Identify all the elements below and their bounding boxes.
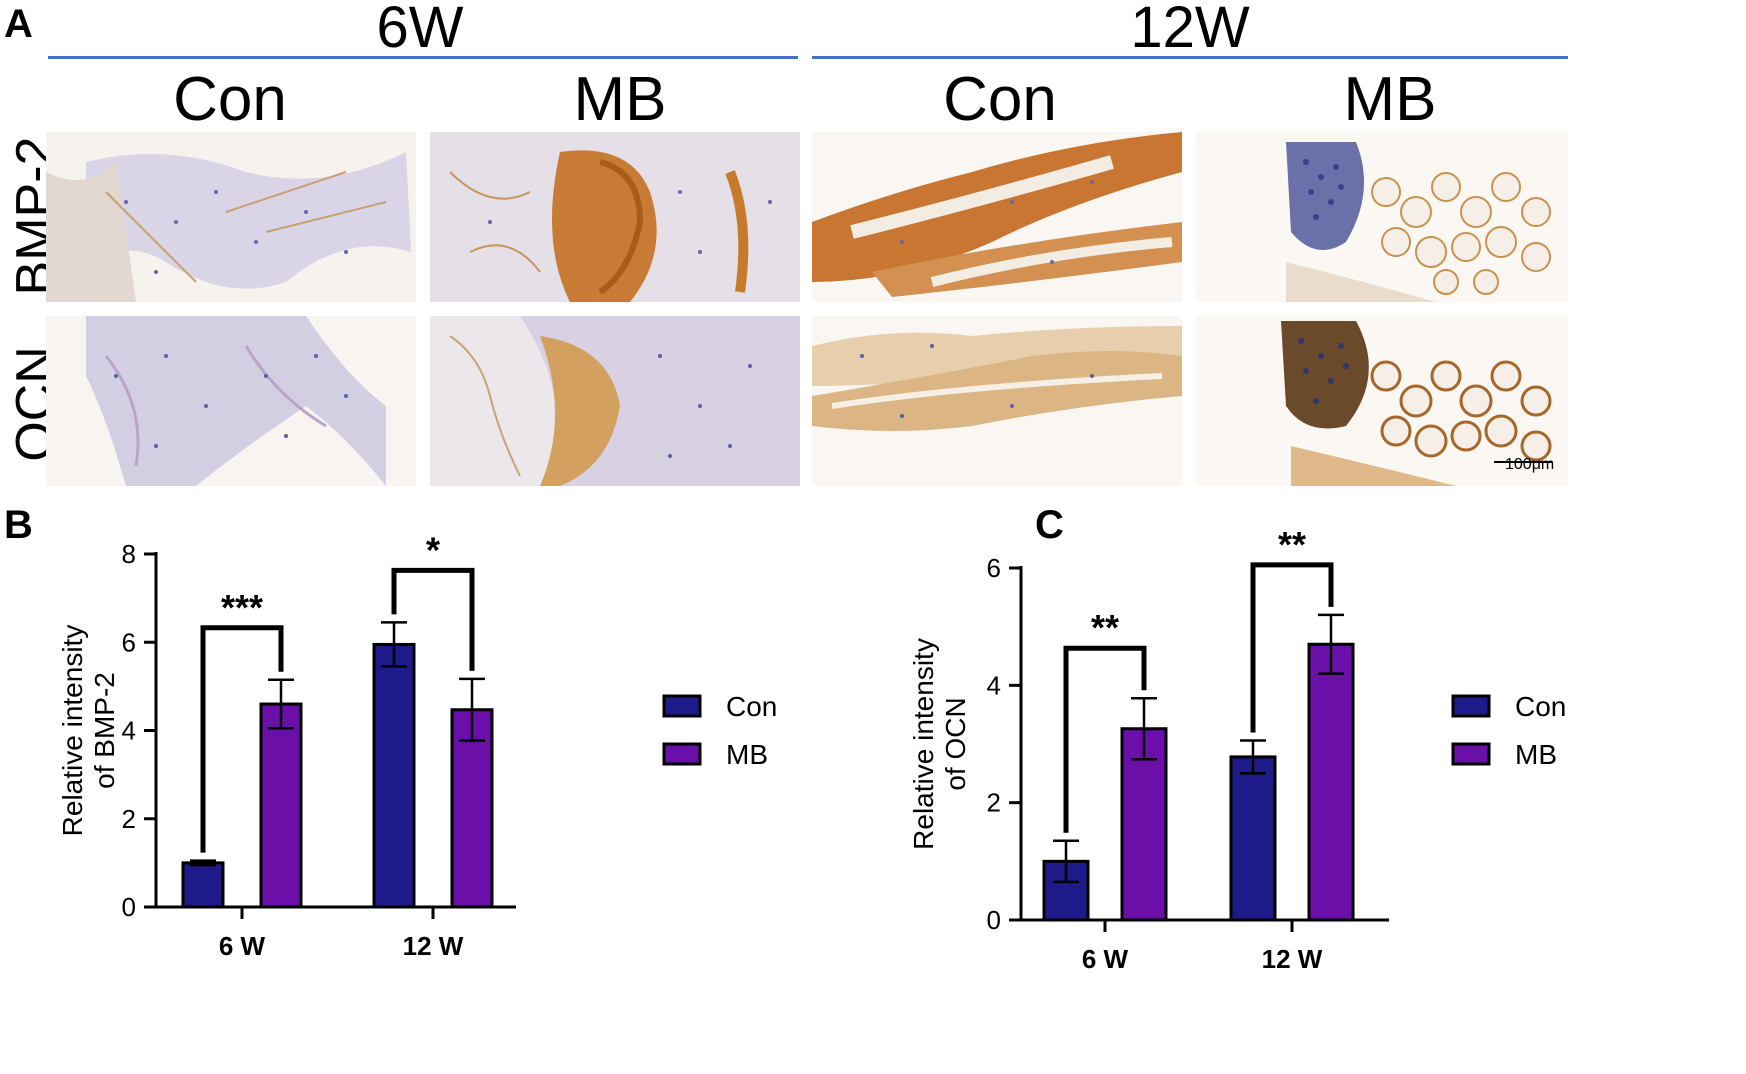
x-tick-label: 12 W (1262, 944, 1323, 974)
significance-label: * (426, 529, 440, 570)
significance-bracket (1063, 645, 1147, 833)
significance-label: *** (221, 587, 263, 628)
significance-bracket (391, 567, 475, 671)
group-label-mb-12w: MB (1343, 65, 1437, 134)
timepoint-divider-6w (48, 56, 798, 59)
panel-letter-c: C (1035, 503, 1064, 547)
micrograph-ocn-con-12w (812, 316, 1182, 486)
micrograph-ocn-mb-12w (1196, 316, 1568, 486)
significance-bracket (1250, 562, 1334, 733)
y-axis-label-line: Relative intensity (908, 638, 939, 850)
timepoint-label-6w: 6W (376, 0, 464, 60)
timepoint-divider-12w (812, 56, 1568, 59)
bar-con-12w (1229, 755, 1277, 922)
legend-label-con: Con (726, 691, 777, 722)
y-axis-label-line: Relative intensity (57, 625, 88, 837)
y-tick-label: 2 (122, 804, 136, 834)
y-tick-label: 6 (987, 553, 1001, 583)
legend-label-con: Con (1515, 691, 1566, 722)
y-axis-label-line: of BMP-2 (89, 672, 120, 789)
panel-letter-b: B (4, 503, 33, 547)
bar-mb-12w (1307, 642, 1355, 922)
y-axis-label: Relative intensity of OCN (908, 638, 971, 850)
legend-swatch-con (662, 694, 702, 718)
legend-swatch-con (1451, 694, 1491, 718)
bar-con-6w (181, 861, 225, 909)
micrograph-bmp2-mb-12w (1196, 132, 1568, 302)
bar-mb-6w (259, 702, 303, 909)
legend-swatch-mb (1451, 742, 1491, 766)
legend-label-mb: MB (1515, 739, 1557, 770)
y-axis-label: Relative intensity of BMP-2 (57, 625, 120, 837)
y-tick-label: 0 (122, 892, 136, 922)
micrograph-bmp2-con-6w (46, 132, 416, 302)
significance-label: ** (1278, 524, 1306, 565)
y-tick-label: 4 (987, 670, 1001, 700)
y-tick-label: 8 (122, 539, 136, 569)
chart-b-bmp2: B 0 2 4 6 8 Relative intensity of BMP-2 6 W 12 W *… (4, 503, 777, 961)
y-tick-label: 6 (122, 627, 136, 657)
x-tick-label: 6 W (219, 931, 266, 961)
scale-bar-label: 100μm (1505, 456, 1555, 473)
group-label-con-12w: Con (943, 65, 1057, 134)
significance-label: ** (1091, 607, 1119, 648)
micrograph-bmp2-mb-6w (430, 132, 800, 302)
legend-label-mb: MB (726, 739, 768, 770)
bar-mb-6w (1120, 727, 1168, 922)
legend-swatch-mb (662, 742, 702, 766)
micrograph-bmp2-con-12w (812, 132, 1182, 302)
timepoint-label-12w: 12W (1130, 0, 1250, 60)
y-axis-label-line: of OCN (940, 697, 971, 790)
panel-letter-a: A (4, 2, 33, 46)
x-tick-label: 12 W (403, 931, 464, 961)
y-tick-label: 0 (987, 905, 1001, 935)
group-label-mb-6w: MB (573, 65, 667, 134)
y-tick-label: 4 (122, 716, 136, 746)
micrograph-ocn-con-6w (46, 316, 416, 486)
x-tick-label: 6 W (1082, 944, 1129, 974)
significance-bracket (200, 625, 284, 853)
y-tick-label: 2 (987, 788, 1001, 818)
chart-c-ocn: C 0 2 4 6 Relative intensity of OCN 6 W 12 W ** **… (908, 503, 1566, 974)
group-label-con-6w: Con (173, 65, 287, 134)
bar-con-12w (372, 642, 416, 909)
micrograph-ocn-mb-6w (430, 316, 800, 486)
